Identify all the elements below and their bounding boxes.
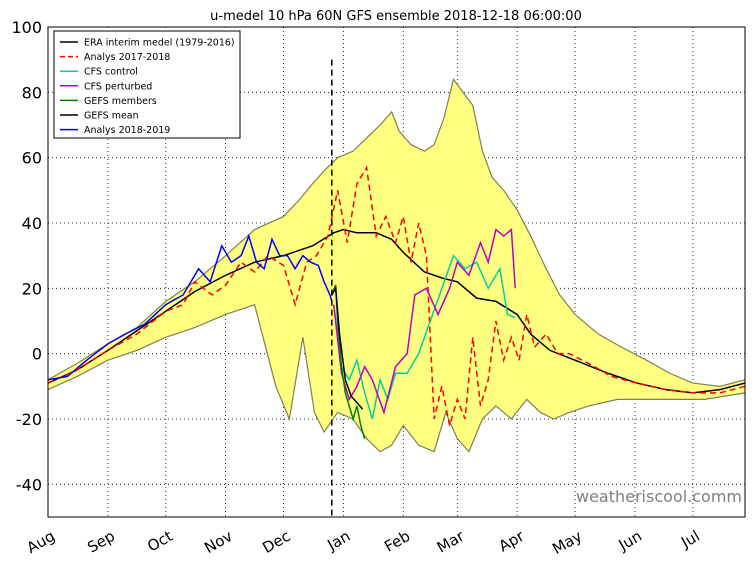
legend-box [53, 30, 241, 139]
y-axis: -40 -20 0 20 40 60 80 100 [11, 18, 42, 494]
series-line-0 [47, 228, 746, 394]
y-tick-label: 20 [22, 279, 42, 298]
chart-title: u-medel 10 hPa 60N GFS ensemble 2018-12-… [210, 9, 582, 24]
envelope-upper-edge [47, 77, 746, 387]
x-tick-label: Aug [24, 527, 58, 557]
series-layer [47, 165, 746, 439]
y-tick-label: 0 [32, 345, 42, 364]
legend-label: CFS control [84, 67, 138, 78]
x-tick-label: Nov [201, 527, 235, 557]
series-line-5 [331, 285, 364, 410]
y-tick-label: -20 [16, 410, 42, 429]
x-axis: Aug Sep Oct Nov Dec Jan Feb Mar Apr May Jun Jul [24, 526, 703, 558]
x-tick-label: Sep [84, 527, 117, 557]
legend-label: Analys 2018-2019 [84, 125, 170, 136]
legend-label: CFS perturbed [84, 81, 152, 92]
series-line-1 [47, 165, 746, 426]
x-tick-label: Dec [259, 527, 293, 557]
y-tick-label: 80 [22, 83, 42, 102]
legend-label: ERA interim medel (1979-2016) [84, 38, 235, 49]
y-tick-label: -40 [16, 475, 42, 494]
x-tick-label: Jul [677, 527, 703, 552]
series-line-2 [333, 254, 516, 420]
series-line-6 [47, 233, 333, 381]
series-line-3 [333, 228, 516, 416]
plot-frame [47, 26, 746, 518]
y-tick-label: 40 [22, 214, 42, 233]
legend: ERA interim medel (1979-2016) Analys 2017… [53, 30, 241, 139]
x-tick-label: May [549, 527, 585, 558]
legend-label: GEFS mean [84, 111, 139, 122]
x-tick-label: Jun [615, 527, 645, 555]
legend-label: GEFS members [84, 96, 157, 107]
legend-label: Analys 2017-2018 [84, 52, 170, 63]
y-tick-label: 100 [11, 18, 42, 37]
x-tick-label: Jan [324, 527, 354, 555]
y-tick-label: 60 [22, 149, 42, 168]
x-tick-label: Mar [434, 526, 468, 556]
x-tick-label: Feb [381, 527, 413, 556]
watermark: weatheriscool.comm [576, 487, 742, 506]
envelope-lower-edge [47, 303, 746, 453]
x-tick-label: Apr [496, 526, 528, 555]
x-tick-label: Oct [144, 527, 176, 556]
